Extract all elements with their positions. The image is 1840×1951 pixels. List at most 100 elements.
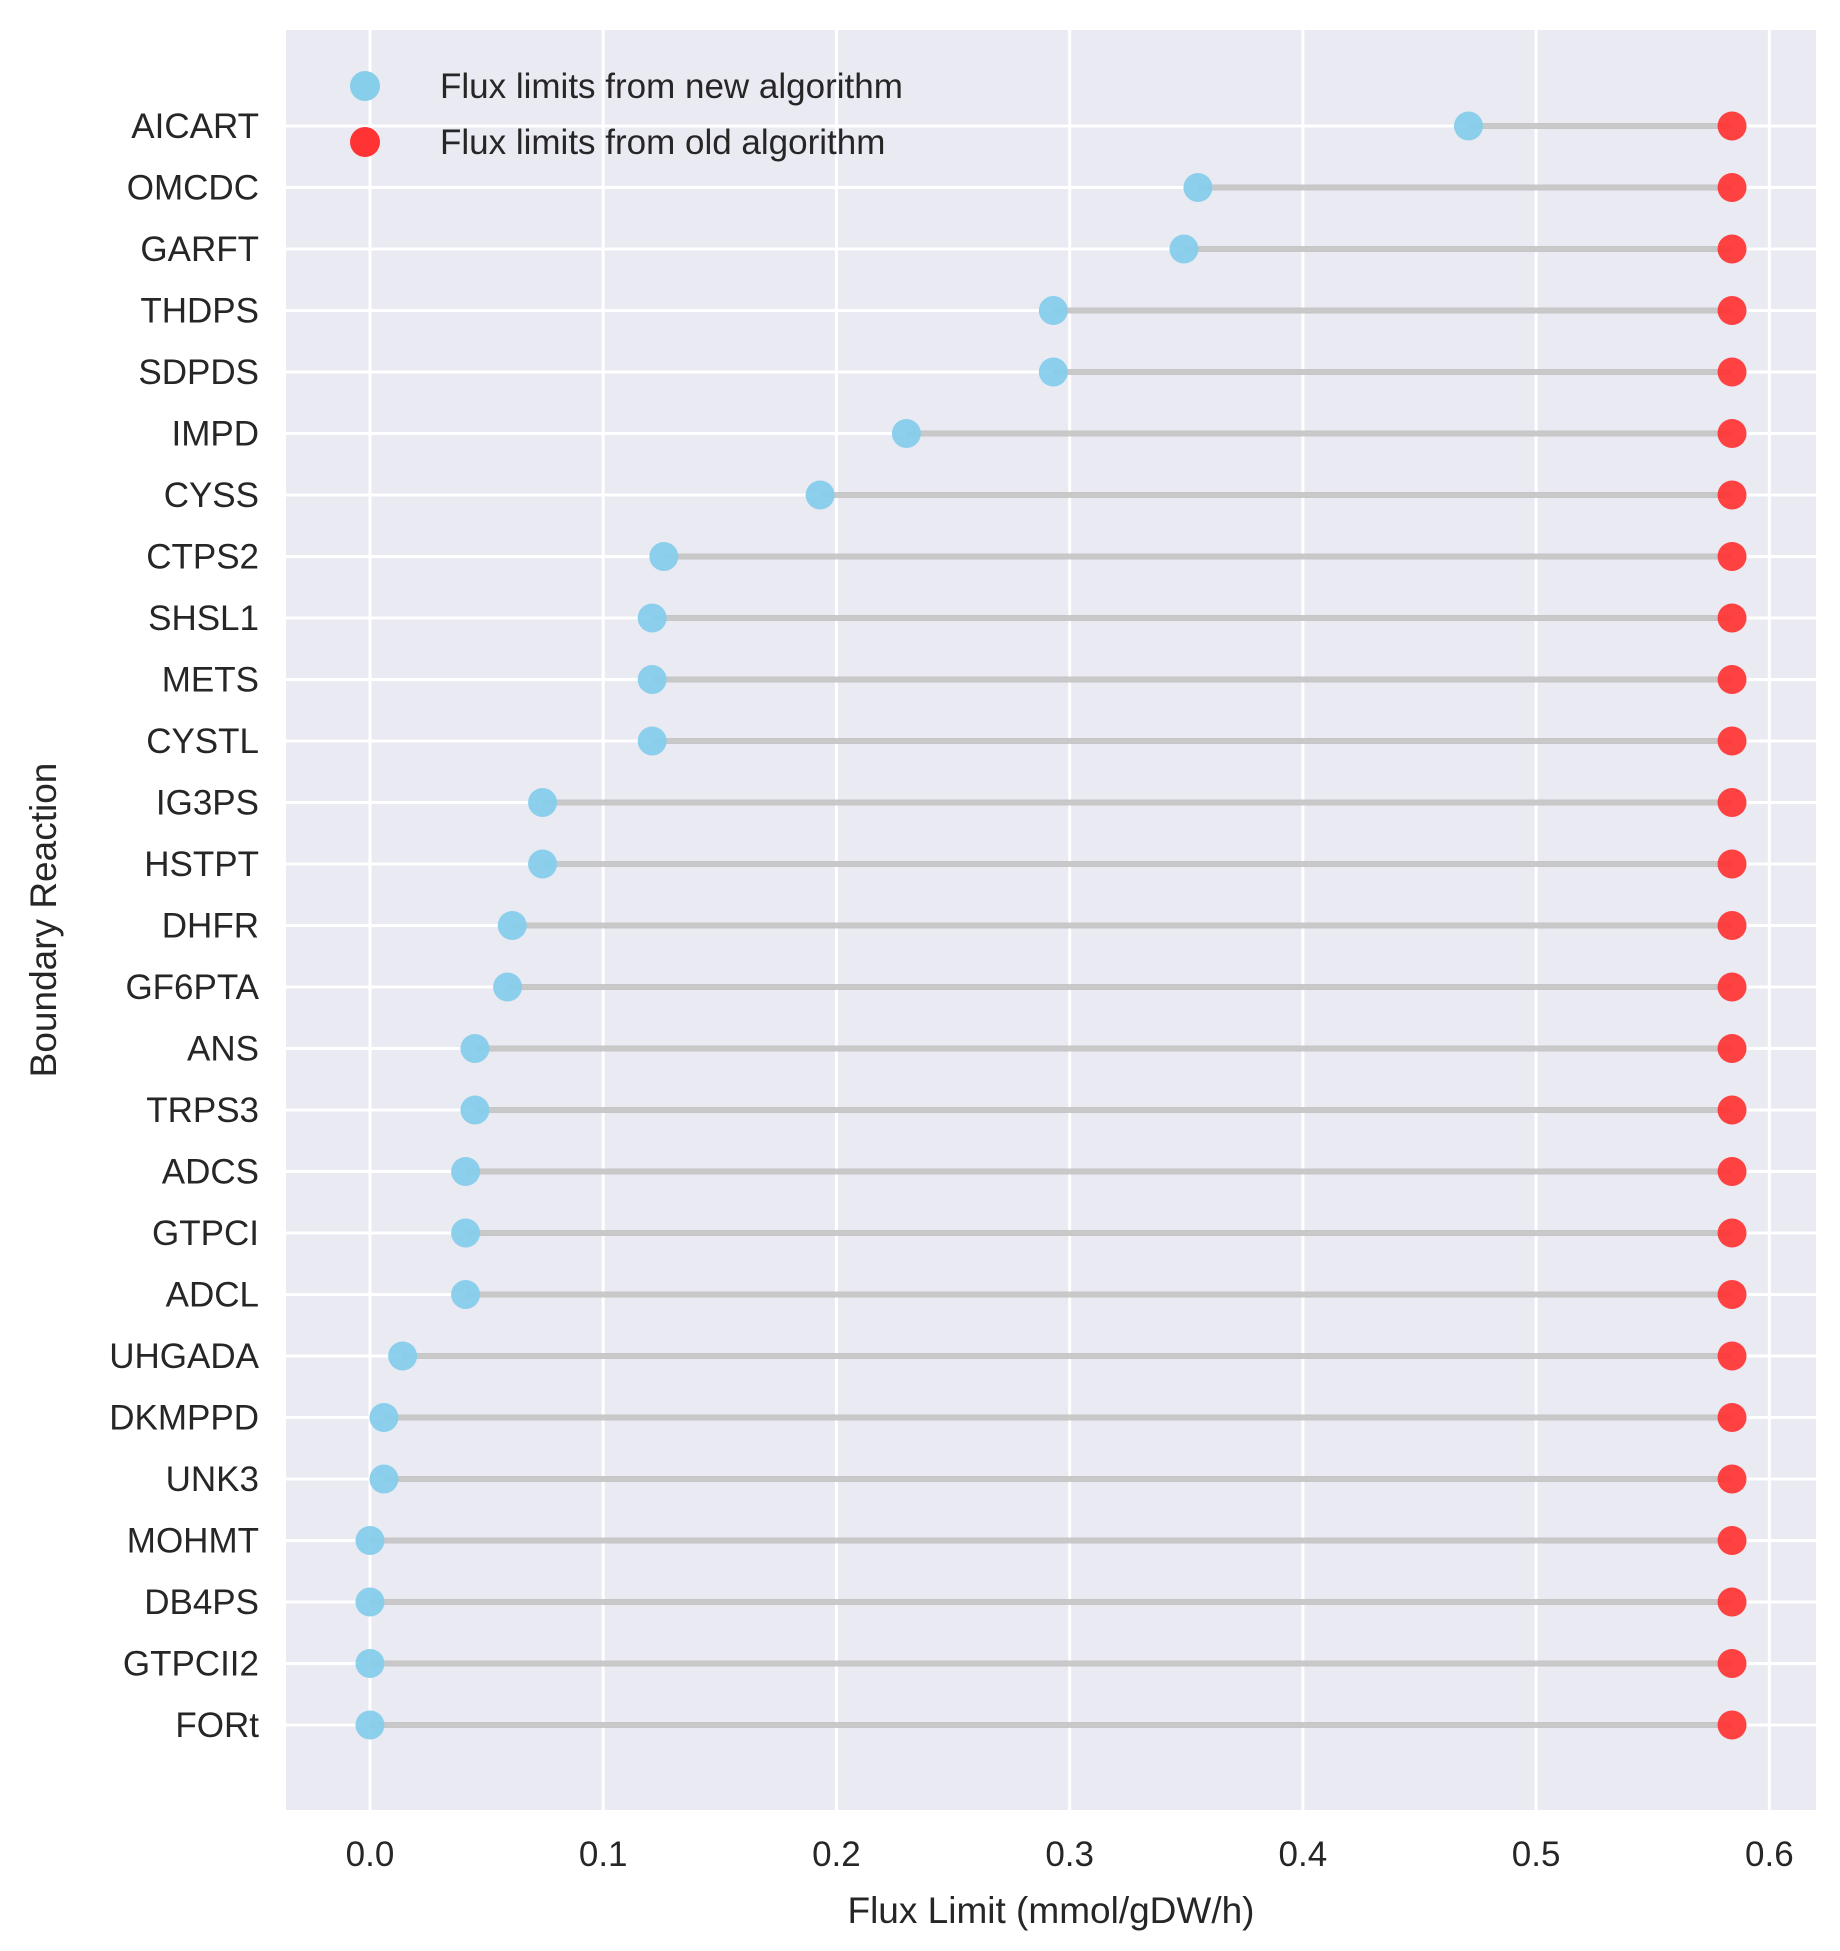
point-new-algorithm xyxy=(355,1710,385,1740)
point-old-algorithm xyxy=(1717,111,1747,141)
point-old-algorithm xyxy=(1717,296,1747,325)
point-old-algorithm xyxy=(1717,911,1747,940)
y-tick-label: FORt xyxy=(175,1706,259,1745)
y-tick-label: DB4PS xyxy=(144,1583,259,1622)
x-tick-label: 0.0 xyxy=(346,1835,395,1874)
y-tick-label: IMPD xyxy=(172,415,260,454)
legend: Flux limits from new algorithm Flux limi… xyxy=(350,67,903,162)
point-new-algorithm xyxy=(369,1464,399,1494)
y-axis-label: Boundary Reaction xyxy=(23,763,64,1078)
y-tick-label: IG3PS xyxy=(156,784,259,823)
y-tick-label: AICART xyxy=(131,107,259,146)
y-tick-label: GARFT xyxy=(140,230,259,269)
point-new-algorithm xyxy=(451,1157,481,1186)
y-tick-label: ANS xyxy=(187,1030,259,1069)
point-old-algorithm xyxy=(1717,1710,1747,1740)
point-old-algorithm xyxy=(1717,1587,1747,1617)
y-tick-label: SDPDS xyxy=(138,353,259,392)
point-old-algorithm xyxy=(1717,849,1747,879)
point-new-algorithm xyxy=(637,603,667,633)
x-axis-label: Flux Limit (mmol/gDW/h) xyxy=(847,1890,1254,1931)
point-new-algorithm xyxy=(1183,173,1213,202)
point-new-algorithm xyxy=(493,972,523,1002)
y-tick-label: METS xyxy=(162,661,259,700)
legend-marker-old xyxy=(350,127,380,157)
point-new-algorithm xyxy=(1038,296,1068,325)
connectors xyxy=(369,123,1733,1728)
point-old-algorithm xyxy=(1717,1218,1747,1248)
point-old-algorithm xyxy=(1717,1157,1747,1186)
x-tick-label: 0.6 xyxy=(1745,1835,1794,1874)
point-old-algorithm xyxy=(1717,1403,1747,1432)
point-old-algorithm xyxy=(1717,1649,1747,1678)
y-tick-label: OMCDC xyxy=(127,169,259,208)
x-tick-label: 0.3 xyxy=(1045,1835,1094,1874)
point-new-algorithm xyxy=(528,849,558,879)
point-old-algorithm xyxy=(1717,542,1747,571)
y-tick-label: DKMPPD xyxy=(109,1399,259,1438)
y-tick-label: GF6PTA xyxy=(125,968,259,1007)
point-new-algorithm xyxy=(460,1034,490,1063)
point-old-algorithm xyxy=(1717,1095,1747,1125)
point-new-algorithm xyxy=(637,726,667,756)
point-new-algorithm xyxy=(891,419,921,448)
point-new-algorithm xyxy=(1169,234,1199,264)
y-tick-label: SHSL1 xyxy=(148,599,259,638)
x-tick-label: 0.1 xyxy=(579,1835,628,1874)
y-tick-label: CTPS2 xyxy=(146,538,259,577)
point-new-algorithm xyxy=(528,788,558,817)
point-new-algorithm xyxy=(1038,357,1068,387)
y-tick-label: MOHMT xyxy=(127,1522,259,1561)
y-tick-label: UNK3 xyxy=(166,1460,259,1499)
point-old-algorithm xyxy=(1717,357,1747,387)
y-tick-label: THDPS xyxy=(140,292,259,331)
point-old-algorithm xyxy=(1717,419,1747,448)
markers xyxy=(355,111,1747,1740)
point-new-algorithm xyxy=(369,1403,399,1432)
point-new-algorithm xyxy=(451,1280,481,1309)
y-tick-label: UHGADA xyxy=(109,1337,259,1376)
y-tick-label: CYSS xyxy=(164,476,259,515)
legend-label-old: Flux limits from old algorithm xyxy=(440,123,885,162)
point-old-algorithm xyxy=(1717,1464,1747,1494)
point-new-algorithm xyxy=(355,1526,385,1555)
point-old-algorithm xyxy=(1717,1280,1747,1309)
point-new-algorithm xyxy=(497,911,527,940)
point-new-algorithm xyxy=(460,1095,490,1125)
point-old-algorithm xyxy=(1717,1034,1747,1063)
point-new-algorithm xyxy=(388,1341,418,1371)
y-tick-label: ADCL xyxy=(166,1276,259,1315)
point-old-algorithm xyxy=(1717,972,1747,1002)
legend-marker-new xyxy=(350,71,380,101)
y-tick-label: ADCS xyxy=(162,1153,259,1192)
point-old-algorithm xyxy=(1717,665,1747,694)
point-old-algorithm xyxy=(1717,1526,1747,1555)
y-tick-label: GTPCI xyxy=(152,1214,259,1253)
point-old-algorithm xyxy=(1717,173,1747,202)
y-tick-label: HSTPT xyxy=(144,845,259,884)
y-tick-label: DHFR xyxy=(162,907,259,946)
point-new-algorithm xyxy=(649,542,679,571)
point-new-algorithm xyxy=(355,1587,385,1617)
x-tick-labels: 0.0 0.1 0.2 0.3 0.4 0.5 0.6 xyxy=(346,1835,1794,1874)
y-tick-label: CYSTL xyxy=(146,722,259,761)
x-tick-label: 0.5 xyxy=(1512,1835,1561,1874)
y-tick-label: GTPCII2 xyxy=(123,1645,259,1684)
point-old-algorithm xyxy=(1717,234,1747,264)
point-old-algorithm xyxy=(1717,603,1747,633)
point-old-algorithm xyxy=(1717,480,1747,510)
point-new-algorithm xyxy=(1453,111,1483,141)
point-new-algorithm xyxy=(451,1218,481,1248)
point-new-algorithm xyxy=(637,665,667,694)
point-new-algorithm xyxy=(805,480,835,510)
point-old-algorithm xyxy=(1717,726,1747,756)
y-tick-labels: AICART OMCDC GARFT THDPS SDPDS IMPD CYSS CTPS2 S… xyxy=(109,107,259,1745)
point-old-algorithm xyxy=(1717,788,1747,817)
y-tick-label: TRPS3 xyxy=(146,1091,259,1130)
point-old-algorithm xyxy=(1717,1341,1747,1371)
legend-label-new: Flux limits from new algorithm xyxy=(440,67,903,106)
x-tick-label: 0.4 xyxy=(1279,1835,1328,1874)
plot-area xyxy=(286,30,1816,1810)
x-tick-label: 0.2 xyxy=(812,1835,861,1874)
